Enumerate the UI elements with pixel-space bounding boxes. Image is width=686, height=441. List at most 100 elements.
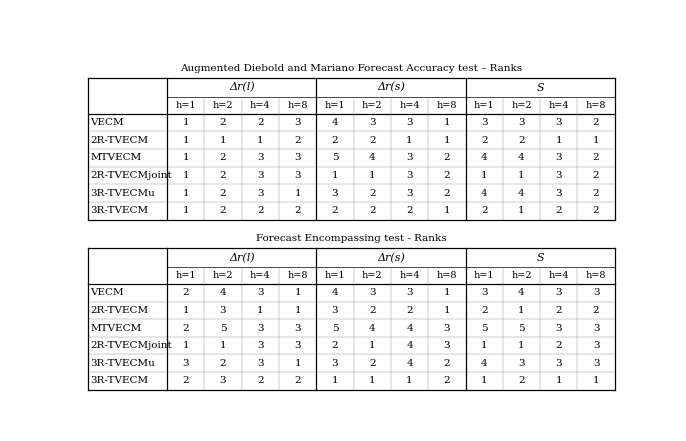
Text: 3: 3 — [331, 306, 338, 315]
Text: 1: 1 — [593, 136, 600, 145]
Text: 3: 3 — [556, 118, 562, 127]
Text: 1: 1 — [518, 306, 525, 315]
Text: S: S — [536, 253, 544, 263]
Text: 2: 2 — [444, 377, 450, 385]
Text: 2: 2 — [593, 206, 600, 215]
Text: 1: 1 — [294, 288, 301, 297]
Text: 2: 2 — [294, 206, 301, 215]
Text: h=8: h=8 — [436, 271, 457, 280]
Text: 3: 3 — [593, 341, 600, 350]
Text: 2: 2 — [257, 118, 263, 127]
Text: 1: 1 — [331, 171, 338, 180]
Text: 2R-TVECMjoint: 2R-TVECMjoint — [91, 341, 172, 350]
Text: 1: 1 — [481, 341, 488, 350]
Text: 4: 4 — [518, 153, 525, 162]
Text: 4: 4 — [481, 153, 488, 162]
Text: Forecast Encompassing test - Ranks: Forecast Encompassing test - Ranks — [257, 234, 447, 243]
Text: 1: 1 — [444, 206, 450, 215]
Text: 1: 1 — [481, 171, 488, 180]
Text: 3: 3 — [294, 118, 301, 127]
Text: 3: 3 — [257, 153, 263, 162]
Text: 1: 1 — [182, 118, 189, 127]
Text: Δr(l): Δr(l) — [229, 82, 255, 93]
Text: h=4: h=4 — [549, 101, 569, 110]
Text: 2: 2 — [444, 359, 450, 368]
Text: VECM: VECM — [91, 288, 124, 297]
Text: 1: 1 — [369, 171, 375, 180]
Text: h=2: h=2 — [213, 101, 233, 110]
Text: 2R-TVECM: 2R-TVECM — [91, 306, 149, 315]
Text: 3: 3 — [257, 324, 263, 333]
Text: 2: 2 — [593, 306, 600, 315]
Text: 3: 3 — [331, 359, 338, 368]
Text: S: S — [536, 82, 544, 93]
Text: 2: 2 — [556, 306, 562, 315]
Text: h=1: h=1 — [324, 271, 345, 280]
Text: 1: 1 — [182, 153, 189, 162]
Text: 3: 3 — [556, 288, 562, 297]
Text: 2: 2 — [406, 206, 413, 215]
Text: 3: 3 — [593, 288, 600, 297]
Text: 1: 1 — [518, 171, 525, 180]
Text: 3: 3 — [294, 171, 301, 180]
Text: 2: 2 — [444, 189, 450, 198]
Text: h=4: h=4 — [250, 101, 271, 110]
Text: 2: 2 — [369, 136, 375, 145]
Text: 1: 1 — [444, 136, 450, 145]
Text: 2: 2 — [182, 288, 189, 297]
Text: 3: 3 — [294, 324, 301, 333]
Text: 3: 3 — [406, 171, 413, 180]
Text: 1: 1 — [444, 288, 450, 297]
Text: h=8: h=8 — [586, 101, 606, 110]
Text: 1: 1 — [182, 341, 189, 350]
Text: 2: 2 — [481, 206, 488, 215]
Text: 2R-TVECM: 2R-TVECM — [91, 136, 149, 145]
Text: 2: 2 — [331, 136, 338, 145]
Text: 1: 1 — [593, 377, 600, 385]
Text: 3: 3 — [257, 341, 263, 350]
Text: 4: 4 — [518, 288, 525, 297]
Text: h=1: h=1 — [474, 101, 495, 110]
Text: 3: 3 — [369, 288, 375, 297]
Text: VECM: VECM — [91, 118, 124, 127]
Text: 3: 3 — [406, 288, 413, 297]
Text: 1: 1 — [406, 136, 413, 145]
Text: 3: 3 — [406, 189, 413, 198]
Text: 2: 2 — [593, 153, 600, 162]
Text: 4: 4 — [369, 324, 375, 333]
Text: 2: 2 — [369, 206, 375, 215]
Text: 2: 2 — [331, 341, 338, 350]
Text: 2: 2 — [593, 189, 600, 198]
Text: 1: 1 — [182, 206, 189, 215]
Text: 1: 1 — [220, 341, 226, 350]
Text: 5: 5 — [518, 324, 525, 333]
Text: h=2: h=2 — [511, 271, 532, 280]
Text: 3: 3 — [444, 341, 450, 350]
Text: 4: 4 — [406, 359, 413, 368]
Text: h=2: h=2 — [362, 101, 383, 110]
Text: Δr(s): Δr(s) — [377, 253, 405, 263]
Text: 5: 5 — [331, 153, 338, 162]
Text: 2: 2 — [556, 341, 562, 350]
Text: 2: 2 — [518, 377, 525, 385]
Text: 3: 3 — [406, 118, 413, 127]
Text: Δr(s): Δr(s) — [377, 82, 405, 93]
Text: 2: 2 — [220, 359, 226, 368]
Text: h=2: h=2 — [213, 271, 233, 280]
Text: 5: 5 — [220, 324, 226, 333]
Text: 3: 3 — [257, 359, 263, 368]
Text: h=8: h=8 — [287, 101, 308, 110]
Text: 3: 3 — [481, 288, 488, 297]
Text: 2: 2 — [444, 171, 450, 180]
Text: h=1: h=1 — [176, 101, 196, 110]
Text: 2R-TVECMjoint: 2R-TVECMjoint — [91, 171, 172, 180]
Text: 1: 1 — [220, 136, 226, 145]
Text: 1: 1 — [182, 136, 189, 145]
Text: h=1: h=1 — [474, 271, 495, 280]
Text: 2: 2 — [369, 189, 375, 198]
Text: 3: 3 — [294, 341, 301, 350]
Text: 1: 1 — [369, 341, 375, 350]
Text: 2: 2 — [444, 153, 450, 162]
Text: 1: 1 — [182, 306, 189, 315]
Text: 3: 3 — [220, 377, 226, 385]
